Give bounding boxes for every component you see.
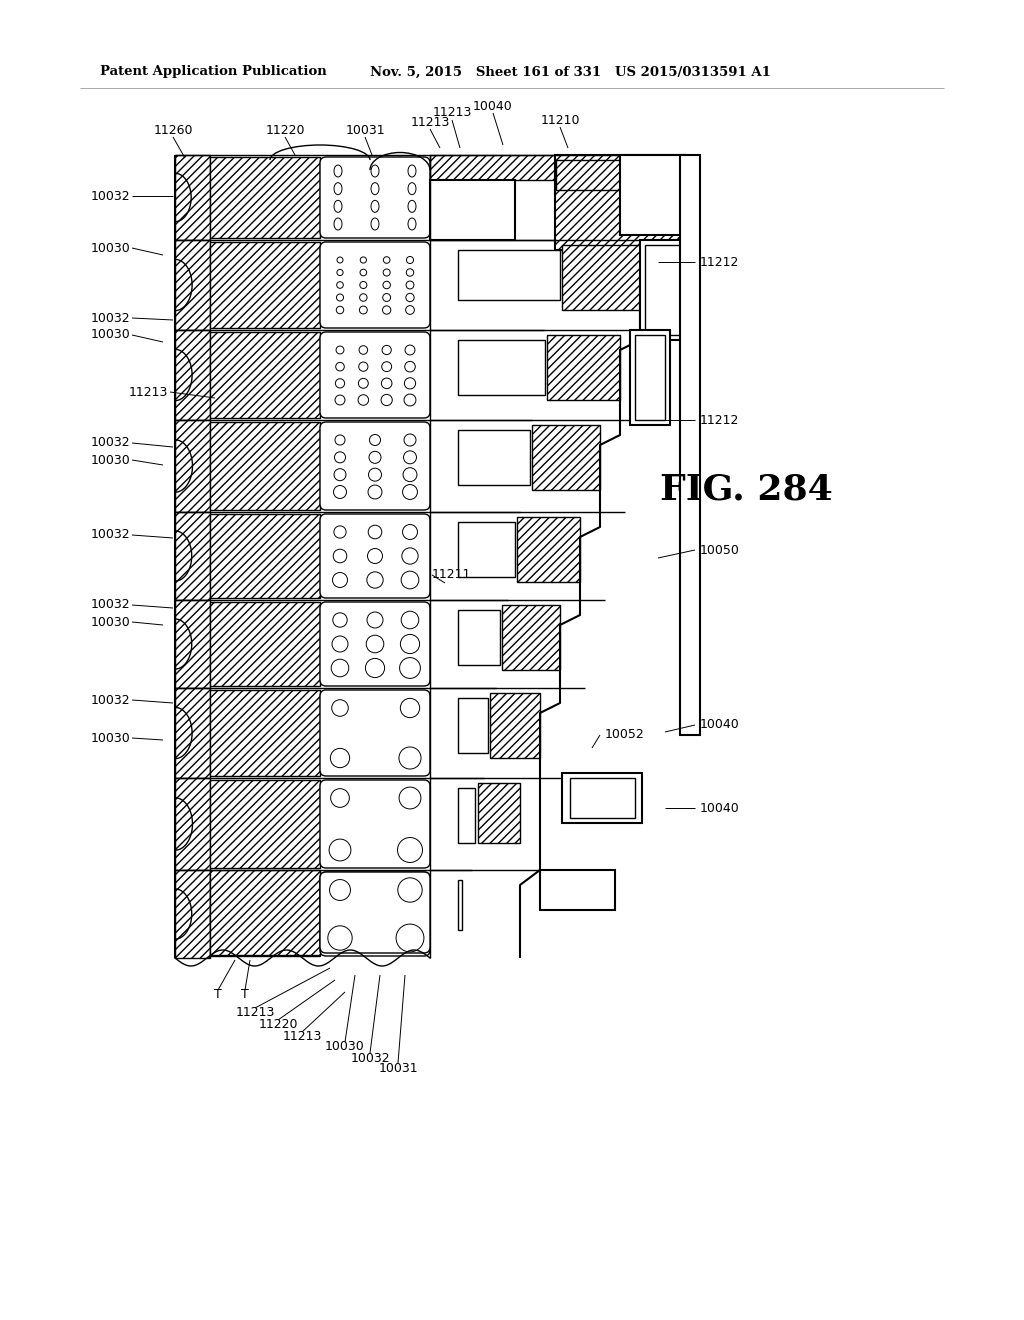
FancyBboxPatch shape <box>319 513 430 598</box>
Text: 11210: 11210 <box>541 114 580 127</box>
Bar <box>458 521 515 577</box>
Bar <box>175 512 210 601</box>
Text: 10030: 10030 <box>90 454 130 466</box>
Bar <box>210 513 319 598</box>
Bar <box>210 602 319 686</box>
Text: 10030: 10030 <box>90 242 130 255</box>
Bar <box>478 783 520 843</box>
Text: 11212: 11212 <box>700 256 739 268</box>
Bar <box>458 341 545 395</box>
Bar <box>458 698 488 752</box>
Bar <box>458 249 560 300</box>
Text: 11220: 11220 <box>265 124 305 136</box>
Bar <box>532 425 600 490</box>
Bar <box>645 246 680 335</box>
Bar <box>210 333 319 418</box>
Bar <box>458 430 530 484</box>
Bar <box>175 420 210 512</box>
Text: 11213: 11213 <box>236 1006 274 1019</box>
Text: Patent Application Publication: Patent Application Publication <box>100 66 327 78</box>
Text: T: T <box>214 989 222 1002</box>
Bar <box>430 180 515 240</box>
Text: FIG. 284: FIG. 284 <box>660 473 833 507</box>
Bar <box>517 517 580 582</box>
FancyBboxPatch shape <box>319 690 430 776</box>
FancyBboxPatch shape <box>319 422 430 510</box>
Text: 10030: 10030 <box>90 329 130 342</box>
Text: 10050: 10050 <box>700 544 740 557</box>
FancyBboxPatch shape <box>319 873 430 953</box>
Bar <box>562 774 642 822</box>
Text: 10032: 10032 <box>90 598 130 611</box>
Bar <box>175 777 210 870</box>
Bar <box>458 610 500 665</box>
Text: 10030: 10030 <box>90 615 130 628</box>
Text: 10031: 10031 <box>345 124 385 136</box>
FancyBboxPatch shape <box>319 873 430 956</box>
Text: Nov. 5, 2015   Sheet 161 of 331   US 2015/0313591 A1: Nov. 5, 2015 Sheet 161 of 331 US 2015/03… <box>370 66 771 78</box>
Bar <box>640 240 685 341</box>
Text: 10040: 10040 <box>700 801 739 814</box>
Text: 11212: 11212 <box>700 413 739 426</box>
Bar <box>175 240 210 330</box>
Bar <box>210 422 319 510</box>
Text: 11213: 11213 <box>129 385 168 399</box>
Text: 10032: 10032 <box>90 312 130 325</box>
Bar <box>635 335 665 420</box>
Bar <box>562 246 640 310</box>
Text: T: T <box>241 989 249 1002</box>
Text: 10052: 10052 <box>605 729 645 742</box>
Bar <box>210 690 319 776</box>
Bar <box>620 154 685 235</box>
FancyBboxPatch shape <box>319 333 430 418</box>
Text: 10030: 10030 <box>90 731 130 744</box>
Bar <box>555 154 685 249</box>
Text: 10032: 10032 <box>90 190 130 202</box>
Text: 10032: 10032 <box>90 437 130 450</box>
Text: 10032: 10032 <box>90 693 130 706</box>
Bar <box>210 157 319 238</box>
Bar <box>490 693 540 758</box>
Bar <box>175 601 210 688</box>
Text: 10040: 10040 <box>700 718 739 731</box>
Bar <box>175 330 210 420</box>
Bar <box>540 870 615 909</box>
Bar <box>430 154 685 180</box>
Bar <box>547 335 620 400</box>
Text: 10031: 10031 <box>378 1061 418 1074</box>
FancyBboxPatch shape <box>319 602 430 686</box>
Text: 11211: 11211 <box>432 569 471 582</box>
Bar <box>210 242 319 327</box>
Bar <box>210 870 319 954</box>
Bar <box>175 154 210 240</box>
Bar <box>458 880 462 931</box>
Text: 10030: 10030 <box>326 1040 365 1053</box>
Bar <box>630 330 670 425</box>
Text: 11220: 11220 <box>258 1019 298 1031</box>
Text: 10032: 10032 <box>90 528 130 541</box>
Bar <box>210 780 319 869</box>
Bar <box>175 870 210 958</box>
Bar <box>175 688 210 777</box>
Text: 10040: 10040 <box>473 99 513 112</box>
Text: 11213: 11213 <box>283 1031 322 1044</box>
FancyBboxPatch shape <box>319 157 430 238</box>
Bar <box>625 160 680 230</box>
Text: 10032: 10032 <box>350 1052 390 1064</box>
Bar <box>458 788 475 843</box>
Text: 11213: 11213 <box>432 107 472 120</box>
Bar <box>556 160 654 190</box>
Text: 11213: 11213 <box>411 116 450 128</box>
Bar <box>210 873 319 956</box>
Text: 11260: 11260 <box>154 124 193 136</box>
Bar <box>680 154 700 735</box>
FancyBboxPatch shape <box>319 780 430 869</box>
Bar <box>502 605 560 671</box>
Bar <box>570 777 635 818</box>
FancyBboxPatch shape <box>319 242 430 327</box>
